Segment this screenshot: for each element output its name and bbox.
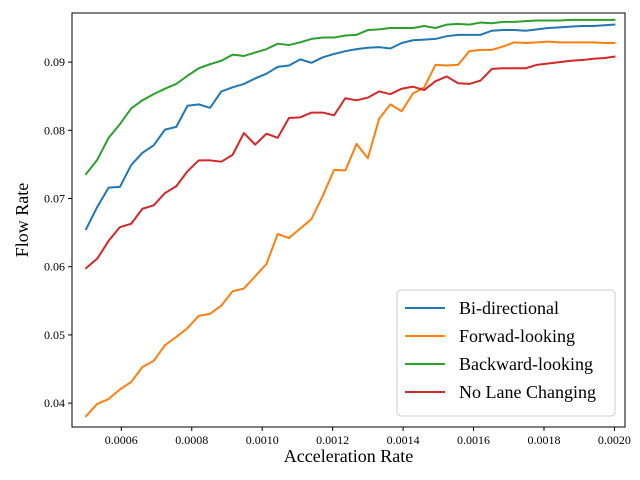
legend-label-0: Bi-directional: [459, 298, 559, 318]
series-line-2: [84, 18, 616, 176]
x-tick-label: 0.0010: [246, 433, 279, 447]
series-line-0: [84, 23, 616, 231]
y-tick-label: 0.08: [44, 123, 65, 137]
x-tick-label: 0.0012: [316, 433, 349, 447]
x-tick-label: 0.0016: [457, 433, 490, 447]
series-line-3: [84, 55, 616, 270]
x-axis-label: Acceleration Rate: [284, 446, 413, 466]
legend-box: [396, 289, 616, 417]
y-tick-label: 0.05: [44, 328, 65, 342]
y-tick-label: 0.04: [44, 396, 65, 410]
x-tick-label: 0.0018: [527, 433, 560, 447]
y-tick-label: 0.07: [44, 192, 65, 206]
y-tick-label: 0.06: [44, 260, 65, 274]
x-tick-label: 0.0014: [387, 433, 420, 447]
legend: Bi-directional Forwad-looking Backward-loo…: [396, 289, 616, 417]
plot-frame: [71, 12, 626, 428]
x-axis-ticks: 0.0006 0.0008 0.0010 0.0012 0.0014 0.0016 0.00…: [105, 427, 631, 447]
x-tick-label: 0.0006: [105, 433, 138, 447]
legend-label-2: Backward-looking: [459, 354, 593, 374]
y-tick-label: 0.09: [44, 55, 65, 69]
series-line-1: [84, 40, 616, 418]
y-axis-ticks: 0.04 0.05 0.06 0.07 0.08 0.09: [44, 55, 72, 410]
series-layer: [84, 18, 616, 418]
x-tick-label: 0.0020: [598, 433, 631, 447]
legend-label-3: No Lane Changing: [459, 382, 596, 402]
x-tick-label: 0.0008: [175, 433, 208, 447]
y-axis-label: Flow Rate: [12, 183, 32, 258]
legend-label-1: Forwad-looking: [459, 326, 575, 346]
